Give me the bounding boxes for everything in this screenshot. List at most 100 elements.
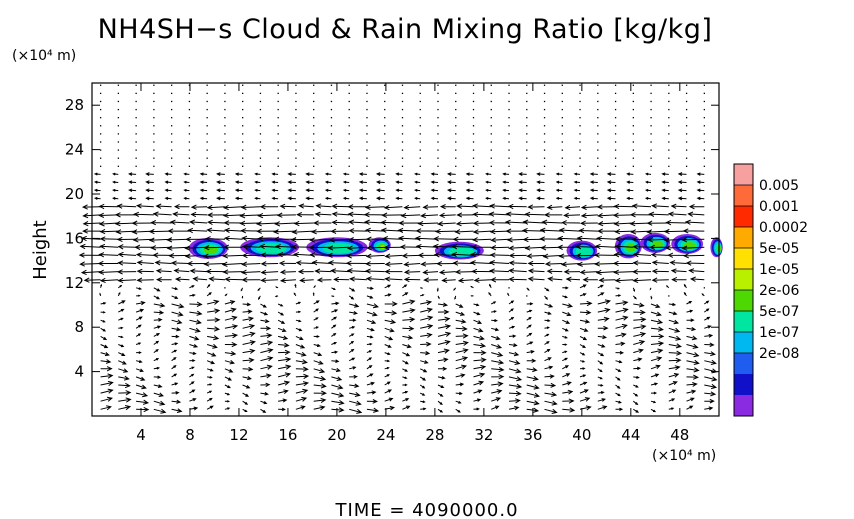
wind-vector <box>668 84 670 86</box>
wind-vector <box>207 326 221 332</box>
wind-vector <box>136 406 150 413</box>
colorbar-label: 2e-08 <box>759 346 799 362</box>
wind-vector <box>384 165 386 167</box>
wind-vector <box>437 392 444 397</box>
wind-vector <box>100 327 107 332</box>
wind-vector <box>324 172 332 176</box>
wind-vector <box>153 125 155 127</box>
wind-vector <box>650 157 652 159</box>
wind-vector <box>472 203 492 209</box>
wind-vector <box>526 358 537 363</box>
wind-vector <box>313 405 326 411</box>
wind-vector <box>536 180 545 185</box>
wind-vector <box>544 408 558 414</box>
wind-vector <box>330 84 333 86</box>
wind-vector <box>112 196 119 200</box>
wind-vector <box>313 149 315 151</box>
wind-vector <box>327 260 350 266</box>
wind-vector <box>562 343 568 346</box>
wind-vector <box>97 260 119 267</box>
wind-vector <box>117 133 120 135</box>
wind-vector <box>278 342 290 348</box>
wind-vector <box>401 117 404 119</box>
wind-vector <box>202 253 225 259</box>
wind-vector <box>242 376 252 381</box>
wind-vector <box>563 269 581 275</box>
wind-vector <box>366 407 380 413</box>
wind-vector <box>190 204 208 210</box>
wind-vector <box>224 360 236 365</box>
wind-vector <box>502 196 510 200</box>
wind-vector <box>649 287 652 291</box>
wind-vector <box>100 405 112 411</box>
wind-vector <box>651 277 669 283</box>
wind-vector <box>330 165 333 167</box>
wind-vector <box>365 253 385 259</box>
wind-vector <box>508 125 510 127</box>
wind-vector <box>420 332 433 338</box>
wind-vector <box>384 133 386 135</box>
wind-vector <box>685 125 688 127</box>
wind-vector <box>313 165 315 167</box>
wind-vector <box>277 364 292 370</box>
wind-vector <box>490 245 510 251</box>
wind-vector <box>453 287 457 291</box>
wind-vector <box>685 141 688 143</box>
wind-vector <box>632 157 634 159</box>
wind-vector <box>171 342 179 346</box>
wind-vector <box>633 357 643 362</box>
wind-vector <box>488 268 510 274</box>
wind-vector <box>402 325 415 332</box>
wind-vector <box>595 269 616 276</box>
wind-vector <box>686 300 693 305</box>
wind-vector <box>99 84 102 86</box>
wind-vector <box>366 373 374 378</box>
wind-vector <box>526 108 528 111</box>
wind-vector <box>589 180 598 184</box>
wind-vector <box>683 291 687 297</box>
wind-vector <box>206 343 218 349</box>
wind-vector <box>508 245 527 251</box>
wind-vector <box>242 117 244 119</box>
wind-vector <box>189 366 195 370</box>
wind-vector <box>579 220 598 226</box>
wind-vector <box>331 392 345 398</box>
wind-vector <box>115 229 137 235</box>
x-unit-label: (×10⁴ m) <box>652 448 716 464</box>
wind-vector <box>614 117 617 119</box>
wind-vector <box>112 188 119 192</box>
wind-vector <box>597 84 599 86</box>
wind-vector <box>164 180 172 184</box>
wind-vector <box>347 204 367 210</box>
wind-vector <box>597 360 604 365</box>
y-tick-label: 8 <box>74 318 84 336</box>
wind-vector <box>561 133 563 135</box>
wind-vector <box>375 196 385 201</box>
wind-vector <box>164 196 172 201</box>
wind-vector <box>164 188 172 192</box>
wind-vector <box>650 319 664 325</box>
wind-vector <box>330 228 350 234</box>
wind-vector <box>117 260 137 266</box>
wind-vector <box>579 92 581 95</box>
wind-vector <box>254 188 261 192</box>
wind-vector <box>437 92 439 95</box>
wind-vector <box>100 311 106 314</box>
wind-vector <box>259 141 262 143</box>
wind-vector <box>206 204 225 211</box>
wind-vector <box>669 260 687 266</box>
wind-vector <box>99 108 102 111</box>
wind-vector <box>364 204 385 210</box>
wind-vector <box>614 84 617 86</box>
wind-vector <box>189 398 197 402</box>
wind-vector <box>358 172 367 176</box>
wind-vector <box>544 287 550 292</box>
wind-vector <box>295 388 309 394</box>
wind-vector <box>242 141 244 143</box>
wind-vector <box>309 237 332 243</box>
wind-vector <box>455 100 457 103</box>
wind-vector <box>366 357 373 362</box>
wind-vector <box>686 326 697 332</box>
wind-vector <box>145 196 154 201</box>
wind-vector <box>313 300 320 305</box>
